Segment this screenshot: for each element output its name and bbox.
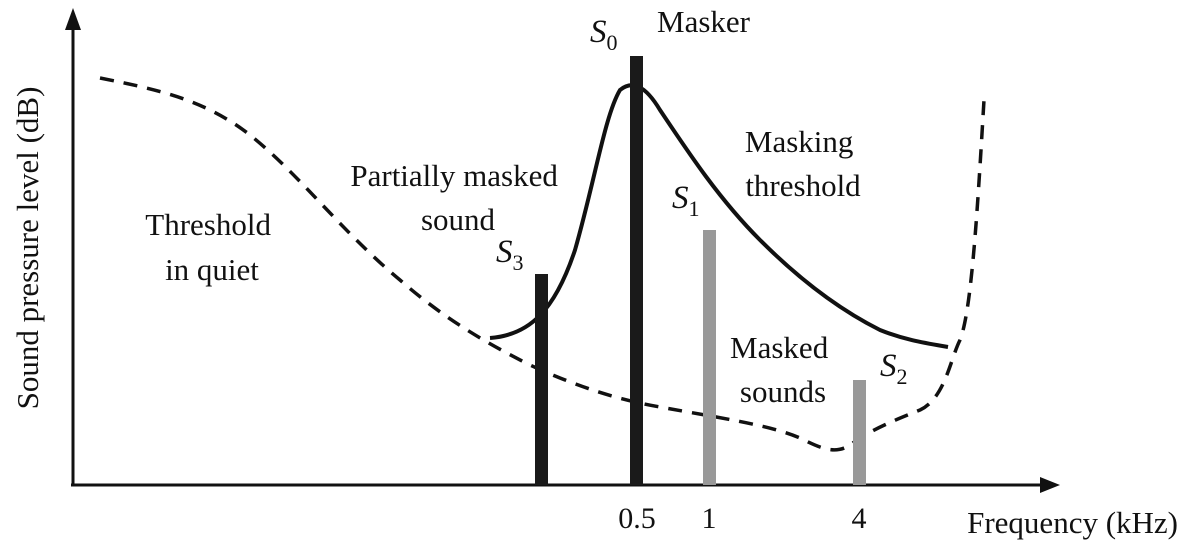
masking-threshold-curve [489,83,949,349]
bar-s1 [703,230,716,485]
x-axis-arrow-icon [1040,477,1060,493]
bar-s3 [535,274,548,485]
s3-symbol: S3 [496,234,524,275]
tick-4: 4 [852,502,867,535]
bar-s0 [630,56,643,485]
tick-0-5: 0.5 [618,502,656,535]
partially-masked-label: Partially masked sound [350,158,565,237]
y-axis-arrow-icon [65,8,81,30]
y-axis-label: Sound pressure level (dB) [10,87,45,410]
s2-symbol: S2 [880,348,908,389]
x-axis-label: Frequency (kHz) [967,505,1178,540]
masker-label: Masker [657,4,751,39]
threshold-in-quiet-label: Threshold in quiet [145,207,278,287]
threshold-in-quiet-curve [99,76,986,452]
s1-symbol: S1 [672,180,700,221]
tick-1: 1 [702,502,717,535]
masked-sounds-label: Masked sounds [730,330,836,409]
masking-threshold-label: Masking threshold [745,124,861,203]
bar-s2 [853,380,866,485]
s0-symbol: S0 [590,14,618,55]
